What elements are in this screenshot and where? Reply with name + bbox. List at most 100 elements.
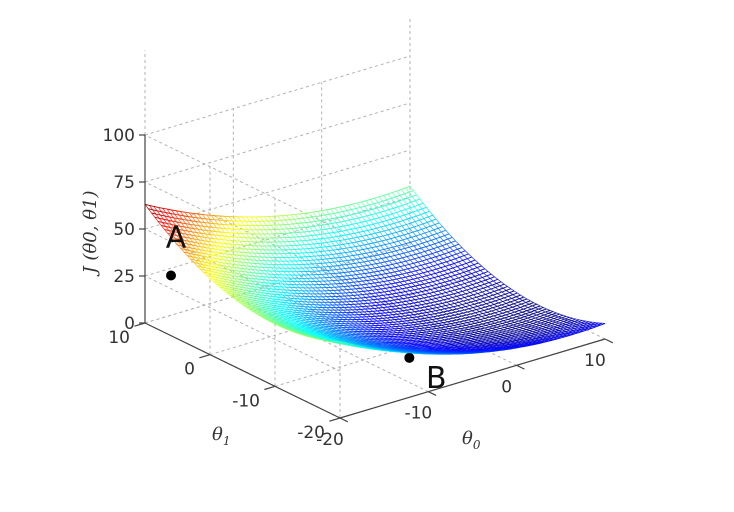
surface-segment [238, 296, 242, 300]
surface-segment [257, 289, 261, 293]
surface-segment [274, 323, 279, 327]
surface-segment [367, 247, 372, 250]
surface-segment [459, 297, 465, 300]
surface-segment [358, 344, 362, 347]
surface-segment [177, 232, 183, 234]
surface-segment [250, 293, 255, 297]
surface-segment [241, 282, 246, 286]
surface-segment [388, 207, 394, 211]
surface-segment [384, 260, 390, 263]
surface-segment [307, 308, 312, 313]
surface-segment [500, 306, 506, 309]
surface-segment [453, 261, 459, 264]
surface-segment [224, 243, 229, 248]
surface-segment [286, 214, 291, 216]
surface-segment [199, 249, 204, 254]
surface-segment [435, 236, 441, 240]
surface-segment [253, 309, 257, 313]
surface-segment [416, 247, 422, 250]
surface-segment [268, 273, 273, 278]
surface-segment [214, 278, 219, 283]
surface-segment [385, 272, 391, 275]
surface-segment [219, 286, 224, 291]
surface-segment [399, 349, 403, 351]
surface-segment [209, 248, 214, 253]
surface-segment [312, 210, 318, 213]
surface-segment [279, 315, 284, 319]
surface-segment [390, 217, 396, 220]
surface-segment [389, 222, 395, 226]
surface-segment [348, 255, 354, 257]
surface-segment [227, 260, 232, 265]
surface-segment [426, 289, 431, 292]
surface-segment [482, 311, 488, 314]
surface-segment [422, 221, 428, 225]
surface-segment [411, 194, 417, 197]
surface-segment [198, 239, 204, 242]
surface-segment [389, 286, 395, 288]
surface-segment [489, 290, 495, 294]
surface-segment [366, 251, 371, 254]
surface-segment [347, 223, 353, 226]
surface-segment [376, 245, 381, 248]
surface-segment [205, 233, 210, 239]
surface-segment [511, 308, 516, 311]
surface-segment [254, 263, 259, 268]
surface-segment [458, 300, 464, 303]
surface-segment [211, 241, 217, 243]
surface-segment [444, 251, 449, 255]
surface-segment [167, 208, 172, 211]
surface-segment [382, 284, 387, 286]
surface-segment [331, 329, 336, 333]
surface-segment [361, 342, 366, 345]
surface-segment [223, 235, 228, 237]
surface-segment [438, 322, 444, 324]
surface-segment [206, 274, 211, 279]
surface-segment [325, 245, 331, 248]
surface-segment [321, 334, 325, 337]
surface-segment [399, 280, 405, 283]
surface-segment [443, 268, 449, 272]
surface-segment [241, 261, 246, 264]
surface-segment [349, 343, 353, 345]
surface-segment [233, 257, 238, 262]
surface-segment [353, 217, 358, 220]
surface-segment [187, 216, 193, 218]
surface-segment [161, 211, 166, 214]
surface-segment [253, 303, 258, 307]
surface-segment [301, 329, 305, 332]
surface-segment [380, 341, 385, 345]
surface-segment [537, 320, 542, 323]
surface-segment [417, 228, 422, 232]
surface-segment [221, 253, 226, 258]
surface-segment [522, 310, 527, 313]
surface-segment [276, 305, 281, 309]
surface-segment [180, 225, 185, 228]
surface-segment [476, 326, 482, 328]
surface-segment [227, 281, 232, 286]
surface-segment [365, 256, 370, 259]
surface-segment [385, 287, 390, 289]
surface-segment [193, 212, 199, 215]
surface-segment [336, 334, 341, 337]
surface-segment [303, 230, 309, 233]
surface-segment [358, 335, 363, 339]
surface-segment [403, 283, 408, 286]
surface-segment [514, 320, 519, 323]
surface-segment [546, 316, 551, 320]
surface-segment [354, 249, 359, 252]
surface-segment [166, 222, 172, 225]
surface-segment [369, 271, 374, 274]
surface-segment [554, 313, 560, 317]
surface-segment [349, 339, 354, 343]
surface-segment [524, 314, 529, 318]
surface-segment [291, 305, 295, 309]
surface-segment [321, 316, 326, 320]
surface-segment [303, 333, 307, 336]
surface-segment [470, 259, 476, 263]
surface-segment [516, 303, 522, 307]
surface-segment [293, 309, 297, 313]
surface-segment [467, 298, 473, 301]
surface-segment [302, 301, 307, 305]
surface-segment [387, 349, 392, 352]
